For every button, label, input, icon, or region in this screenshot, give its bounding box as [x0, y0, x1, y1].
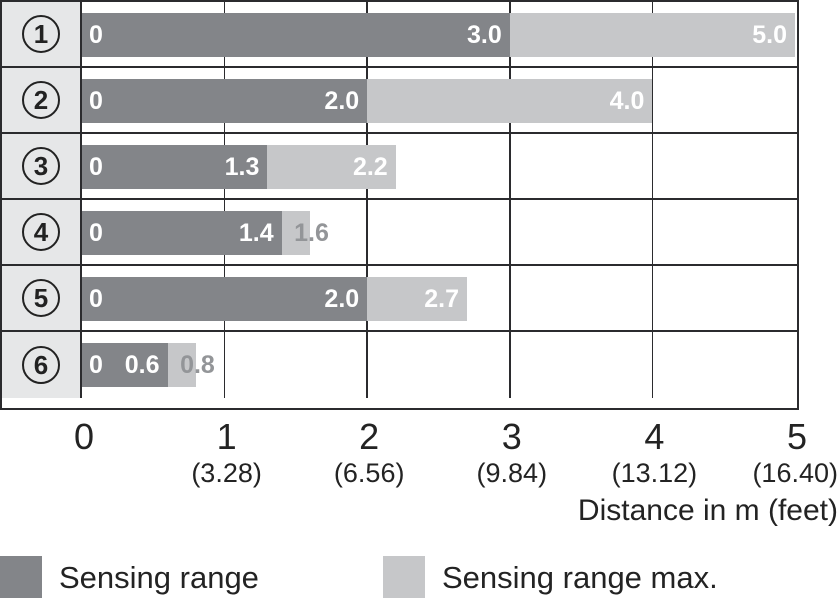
- bar-sensing-value: 1.4: [238, 218, 274, 247]
- bar-max-value: 5.0: [752, 21, 787, 49]
- bar-sensing: 0 2.0: [82, 277, 368, 321]
- chart-row: 2 0 2.0 4.0: [2, 68, 797, 134]
- row-id-badge: 5: [22, 279, 60, 317]
- legend-label-sensing-range: Sensing range: [59, 559, 259, 595]
- x-tick-label: 4: [644, 416, 665, 457]
- row-id-badge: 1: [22, 15, 60, 53]
- legend-label-sensing-range-max: Sensing range max.: [442, 559, 718, 595]
- x-tick-feet-label: (16.40): [752, 458, 838, 488]
- bar-max-value: 0.8: [180, 351, 215, 379]
- x-tick-label: 5: [786, 416, 808, 457]
- row-id-cell: 2: [2, 68, 82, 132]
- gridline: [223, 332, 226, 398]
- bar-zero-label: 0: [89, 218, 103, 247]
- gridline: [509, 266, 511, 330]
- chart-row: 5 0 2.0 2.7: [2, 266, 797, 332]
- bar-max-value: 2.7: [424, 285, 460, 313]
- bar-max-value: 4.0: [609, 87, 645, 115]
- legend: Sensing range Sensing range max.: [0, 556, 840, 600]
- x-tick-label: 1: [216, 416, 237, 457]
- row-id-cell: 6: [2, 332, 82, 398]
- gridline: [651, 134, 654, 198]
- gridline: [651, 200, 654, 264]
- bar-sensing: 0 1.4: [82, 211, 282, 255]
- legend-swatch-sensing-range: [0, 556, 42, 598]
- row-plot: 0 1.3 2.2: [82, 134, 797, 198]
- bar-sensing: 0 1.3: [82, 145, 268, 189]
- bar-sensing: 0 2.0: [82, 79, 368, 123]
- row-id-badge: 3: [22, 147, 60, 185]
- chart-row: 4 0 1.4 1.6: [2, 200, 797, 266]
- bar-sensing-value: 3.0: [467, 20, 502, 49]
- legend-swatch-sensing-range-max: [383, 556, 425, 598]
- bar-sensing-value: 2.0: [324, 86, 360, 115]
- row-id-badge: 6: [22, 346, 60, 384]
- row-plot: 0 0.6 0.8: [82, 332, 797, 398]
- row-id-badge: 2: [22, 81, 60, 119]
- row-id-cell: 1: [2, 2, 82, 66]
- x-axis-title: Distance in m (feet): [577, 494, 838, 527]
- x-tick-feet-label: (3.28): [191, 458, 262, 488]
- x-tick-label: 2: [359, 416, 380, 457]
- row-plot: 0 2.0 2.7: [82, 266, 797, 330]
- x-tick-feet-label: (6.56): [333, 458, 405, 488]
- gridline: [651, 332, 654, 398]
- x-axis: Distance in m (feet) 0 1 (3.28) 2 (6.56) 3 (9.…: [0, 410, 840, 556]
- gridline: [366, 200, 368, 264]
- row-id-cell: 5: [2, 266, 82, 330]
- chart-row: 1 0 3.0 5.0: [2, 2, 797, 68]
- row-id-cell: 4: [2, 200, 82, 264]
- bar-sensing-value: 0.6: [124, 350, 160, 379]
- bar-zero-label: 0: [89, 350, 103, 379]
- bar-sensing-value: 1.3: [224, 152, 260, 181]
- gridline: [509, 134, 511, 198]
- chart-row: 3 0 1.3 2.2: [2, 134, 797, 200]
- sensing-range-chart: 1 0 3.0 5.0 2 0 2.0 4.0 3 0 1.3 2.2 4 0 1.4 1.6 5 0 2.0 2.7…: [0, 0, 799, 410]
- bar-sensing: 0 0.6: [82, 343, 168, 387]
- x-tick-label: 3: [501, 416, 522, 457]
- gridline: [366, 332, 368, 398]
- bar-max-value: 1.6: [294, 219, 329, 247]
- bar-max-value: 2.2: [352, 153, 388, 181]
- row-plot: 0 2.0 4.0: [82, 68, 797, 132]
- legend-item-sensing-range-max: Sensing range max.: [383, 556, 718, 598]
- row-plot: 0 1.4 1.6: [82, 200, 797, 264]
- x-tick-feet-label: (9.84): [476, 458, 548, 488]
- bar-zero-label: 0: [89, 20, 103, 49]
- bar-zero-label: 0: [89, 284, 103, 313]
- bar-sensing: 0 3.0: [82, 13, 510, 57]
- gridline: [651, 266, 654, 330]
- gridline: [509, 332, 511, 398]
- x-tick-label: 0: [73, 416, 95, 457]
- gridline: [651, 68, 654, 132]
- row-id-badge: 4: [22, 213, 60, 251]
- chart-row: 6 0 0.6 0.8: [2, 332, 797, 398]
- legend-item-sensing-range: Sensing range: [0, 556, 259, 598]
- x-tick-feet-label: (13.12): [611, 458, 698, 488]
- bar-sensing-value: 2.0: [324, 284, 360, 313]
- gridline: [509, 200, 511, 264]
- row-id-cell: 3: [2, 134, 82, 198]
- row-plot: 0 3.0 5.0: [82, 2, 797, 66]
- bar-zero-label: 0: [89, 86, 103, 115]
- bar-zero-label: 0: [89, 152, 103, 181]
